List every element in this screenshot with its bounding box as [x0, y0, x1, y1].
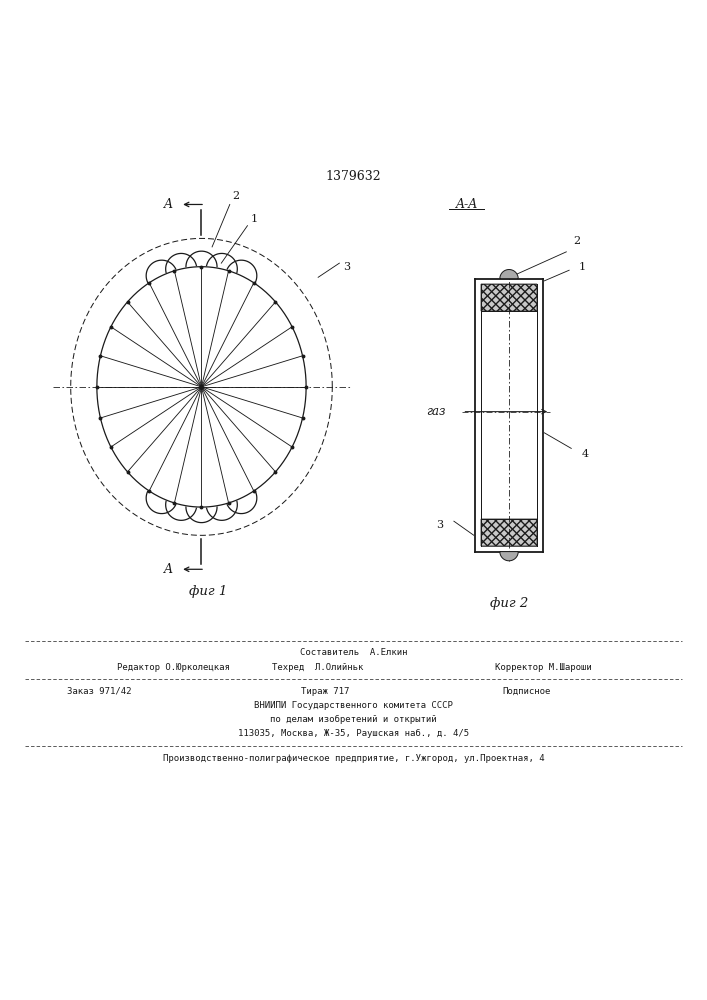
- Text: фиг 1: фиг 1: [189, 585, 228, 598]
- Text: A-A: A-A: [455, 198, 478, 211]
- Bar: [481, 519, 537, 546]
- Text: фиг 2: фиг 2: [490, 597, 528, 610]
- Bar: [481, 284, 537, 311]
- Text: газ: газ: [426, 405, 446, 418]
- Text: 113035, Москва, Ж-35, Раушская наб., д. 4/5: 113035, Москва, Ж-35, Раушская наб., д. …: [238, 729, 469, 738]
- Text: Корректор М.Шароши: Корректор М.Шароши: [495, 663, 592, 672]
- Text: ВНИИПИ Государственного комитета СССР: ВНИИПИ Государственного комитета СССР: [254, 701, 453, 710]
- Text: 3: 3: [436, 520, 443, 530]
- Polygon shape: [500, 552, 518, 561]
- Text: A: A: [164, 563, 173, 576]
- Text: 3: 3: [343, 262, 350, 272]
- Text: Производственно-полиграфическое предприятие, г.Ужгород, ул.Проектная, 4: Производственно-полиграфическое предприя…: [163, 754, 544, 763]
- Text: Редактор О.Юрколецкая: Редактор О.Юрколецкая: [117, 663, 230, 672]
- Bar: [481, 284, 537, 311]
- Text: 2: 2: [573, 236, 580, 246]
- Bar: [481, 519, 537, 546]
- Text: Тираж 717: Тираж 717: [301, 687, 349, 696]
- Bar: [481, 284, 537, 311]
- Text: 1: 1: [578, 262, 585, 272]
- Text: Подписное: Подписное: [502, 687, 550, 696]
- Text: 1379632: 1379632: [326, 170, 381, 183]
- Bar: [481, 519, 537, 546]
- Text: 1: 1: [251, 214, 258, 224]
- Text: Составитель  А.Елкин: Составитель А.Елкин: [300, 648, 407, 657]
- Text: Техред  Л.Олийньк: Техред Л.Олийньк: [272, 663, 364, 672]
- Text: по делам изобретений и открытий: по делам изобретений и открытий: [270, 715, 437, 724]
- Polygon shape: [500, 270, 518, 279]
- Text: A: A: [164, 198, 173, 211]
- Text: 4: 4: [582, 449, 589, 459]
- Text: 2: 2: [232, 191, 239, 201]
- Text: Заказ 971/42: Заказ 971/42: [67, 687, 132, 696]
